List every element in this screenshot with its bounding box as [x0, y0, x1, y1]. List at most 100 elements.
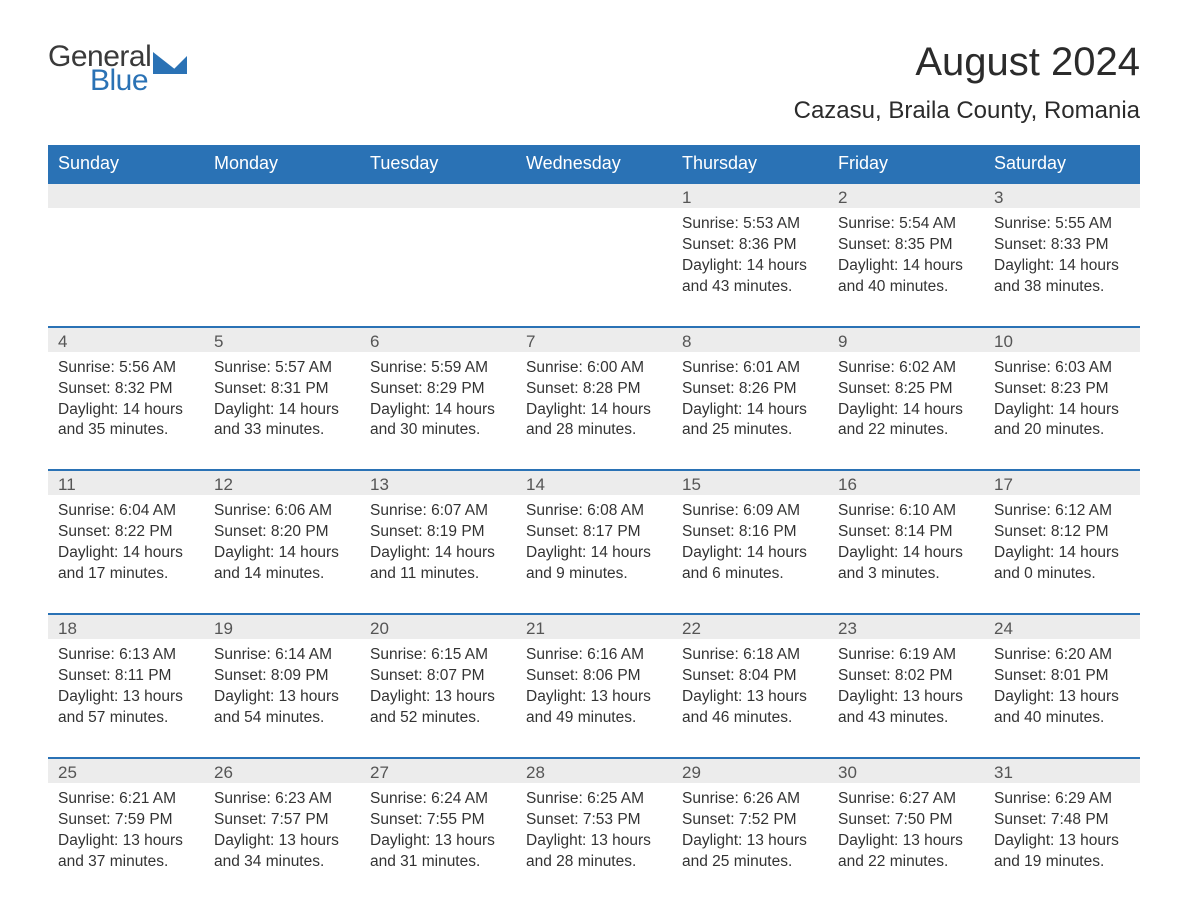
sunset-line: Sunset: 7:53 PM [526, 810, 662, 831]
day-body-cell: Sunrise: 6:08 AMSunset: 8:17 PMDaylight:… [516, 495, 672, 613]
day-number: 22 [682, 619, 701, 638]
sunset-line: Sunset: 8:12 PM [994, 522, 1130, 543]
day-number: 23 [838, 619, 857, 638]
sunset-line: Sunset: 8:06 PM [526, 666, 662, 687]
day-body-cell: Sunrise: 6:25 AMSunset: 7:53 PMDaylight:… [516, 783, 672, 901]
daylight-line: Daylight: 14 hours and 20 minutes. [994, 400, 1130, 442]
daylight-line: Daylight: 14 hours and 0 minutes. [994, 543, 1130, 585]
daynum-cell: 4 [48, 328, 204, 352]
month-title: August 2024 [794, 40, 1140, 85]
daynum-cell: 16 [828, 471, 984, 495]
sunrise-line: Sunrise: 6:06 AM [214, 501, 350, 522]
day-header: Sunday [48, 145, 204, 182]
daylight-line: Daylight: 14 hours and 14 minutes. [214, 543, 350, 585]
daynum-row: 11121314151617 [48, 471, 1140, 495]
daylight-line: Daylight: 14 hours and 3 minutes. [838, 543, 974, 585]
sunset-line: Sunset: 8:26 PM [682, 379, 818, 400]
day-number: 11 [58, 475, 76, 494]
sunrise-line: Sunrise: 5:55 AM [994, 214, 1130, 235]
sunrise-line: Sunrise: 6:08 AM [526, 501, 662, 522]
daynum-cell: 8 [672, 328, 828, 352]
day-body-cell: Sunrise: 6:21 AMSunset: 7:59 PMDaylight:… [48, 783, 204, 901]
day-number: 4 [58, 332, 67, 351]
sunrise-line: Sunrise: 6:21 AM [58, 789, 194, 810]
day-body-cell [48, 208, 204, 326]
sunset-line: Sunset: 8:23 PM [994, 379, 1130, 400]
week: 123Sunrise: 5:53 AMSunset: 8:36 PMDaylig… [48, 182, 1140, 326]
day-number: 19 [214, 619, 233, 638]
sunset-line: Sunset: 8:32 PM [58, 379, 194, 400]
daylight-line: Daylight: 14 hours and 28 minutes. [526, 400, 662, 442]
logo-text: General Blue [48, 40, 151, 108]
daylight-line: Daylight: 13 hours and 57 minutes. [58, 687, 194, 729]
day-number: 27 [370, 763, 389, 782]
week: 18 19 20 21 22 23 24 Sunrise: 6:13 AMSunset: 8:… [48, 613, 1140, 757]
daynum-row: 18 19 20 21 22 23 24 [48, 615, 1140, 639]
day-number: 16 [838, 475, 857, 494]
sunset-line: Sunset: 8:22 PM [58, 522, 194, 543]
day-body-cell: Sunrise: 6:27 AMSunset: 7:50 PMDaylight:… [828, 783, 984, 901]
sunrise-line: Sunrise: 6:20 AM [994, 645, 1130, 666]
sunset-line: Sunset: 8:36 PM [682, 235, 818, 256]
daynum-cell: 24 [984, 615, 1140, 639]
daynum-cell: 10 [984, 328, 1140, 352]
day-body-cell: Sunrise: 5:54 AMSunset: 8:35 PMDaylight:… [828, 208, 984, 326]
daynum-cell: 25 [48, 759, 204, 783]
body-row: Sunrise: 6:21 AMSunset: 7:59 PMDaylight:… [48, 783, 1140, 901]
sunset-line: Sunset: 7:48 PM [994, 810, 1130, 831]
sunrise-line: Sunrise: 6:29 AM [994, 789, 1130, 810]
day-body-cell: Sunrise: 5:55 AMSunset: 8:33 PMDaylight:… [984, 208, 1140, 326]
daylight-line: Daylight: 13 hours and 37 minutes. [58, 831, 194, 873]
body-row: Sunrise: 5:53 AMSunset: 8:36 PMDaylight:… [48, 208, 1140, 326]
daynum-cell: 20 [360, 615, 516, 639]
day-body-cell: Sunrise: 6:13 AMSunset: 8:11 PMDaylight:… [48, 639, 204, 757]
sunrise-line: Sunrise: 6:23 AM [214, 789, 350, 810]
daynum-cell: 29 [672, 759, 828, 783]
sunset-line: Sunset: 8:09 PM [214, 666, 350, 687]
sunset-line: Sunset: 7:57 PM [214, 810, 350, 831]
daylight-line: Daylight: 13 hours and 46 minutes. [682, 687, 818, 729]
daynum-cell: 13 [360, 471, 516, 495]
body-row: Sunrise: 5:56 AMSunset: 8:32 PMDaylight:… [48, 352, 1140, 470]
day-number: 21 [526, 619, 545, 638]
daylight-line: Daylight: 14 hours and 40 minutes. [838, 256, 974, 298]
day-body-cell: Sunrise: 6:12 AMSunset: 8:12 PMDaylight:… [984, 495, 1140, 613]
calendar: SundayMondayTuesdayWednesdayThursdayFrid… [48, 145, 1140, 900]
sunset-line: Sunset: 8:19 PM [370, 522, 506, 543]
day-body-cell: Sunrise: 6:09 AMSunset: 8:16 PMDaylight:… [672, 495, 828, 613]
day-number: 18 [58, 619, 77, 638]
week: 11121314151617Sunrise: 6:04 AMSunset: 8:… [48, 469, 1140, 613]
sunrise-line: Sunrise: 6:25 AM [526, 789, 662, 810]
daylight-line: Daylight: 13 hours and 34 minutes. [214, 831, 350, 873]
day-body-cell: Sunrise: 6:15 AMSunset: 8:07 PMDaylight:… [360, 639, 516, 757]
sunrise-line: Sunrise: 6:19 AM [838, 645, 974, 666]
sunrise-line: Sunrise: 6:10 AM [838, 501, 974, 522]
daynum-cell: 15 [672, 471, 828, 495]
day-number: 26 [214, 763, 233, 782]
day-body-cell: Sunrise: 6:00 AMSunset: 8:28 PMDaylight:… [516, 352, 672, 470]
day-body-cell: Sunrise: 6:16 AMSunset: 8:06 PMDaylight:… [516, 639, 672, 757]
sunrise-line: Sunrise: 6:04 AM [58, 501, 194, 522]
day-number: 13 [370, 475, 389, 494]
day-number: 9 [838, 332, 847, 351]
day-body-cell [360, 208, 516, 326]
week: 45678910Sunrise: 5:56 AMSunset: 8:32 PMD… [48, 326, 1140, 470]
day-number: 6 [370, 332, 379, 351]
daynum-cell: 5 [204, 328, 360, 352]
day-body-cell: Sunrise: 6:20 AMSunset: 8:01 PMDaylight:… [984, 639, 1140, 757]
daylight-line: Daylight: 13 hours and 25 minutes. [682, 831, 818, 873]
daynum-cell: 11 [48, 471, 204, 495]
daynum-cell [516, 184, 672, 208]
sunrise-line: Sunrise: 6:15 AM [370, 645, 506, 666]
sunset-line: Sunset: 8:31 PM [214, 379, 350, 400]
day-body-cell: Sunrise: 5:56 AMSunset: 8:32 PMDaylight:… [48, 352, 204, 470]
sunrise-line: Sunrise: 6:12 AM [994, 501, 1130, 522]
day-body-cell: Sunrise: 6:04 AMSunset: 8:22 PMDaylight:… [48, 495, 204, 613]
day-body-cell: Sunrise: 6:01 AMSunset: 8:26 PMDaylight:… [672, 352, 828, 470]
sunrise-line: Sunrise: 6:18 AM [682, 645, 818, 666]
daynum-row: 25262728293031 [48, 759, 1140, 783]
day-body-cell: Sunrise: 6:18 AMSunset: 8:04 PMDaylight:… [672, 639, 828, 757]
day-body-cell: Sunrise: 6:07 AMSunset: 8:19 PMDaylight:… [360, 495, 516, 613]
daynum-cell: 1 [672, 184, 828, 208]
sunset-line: Sunset: 8:25 PM [838, 379, 974, 400]
